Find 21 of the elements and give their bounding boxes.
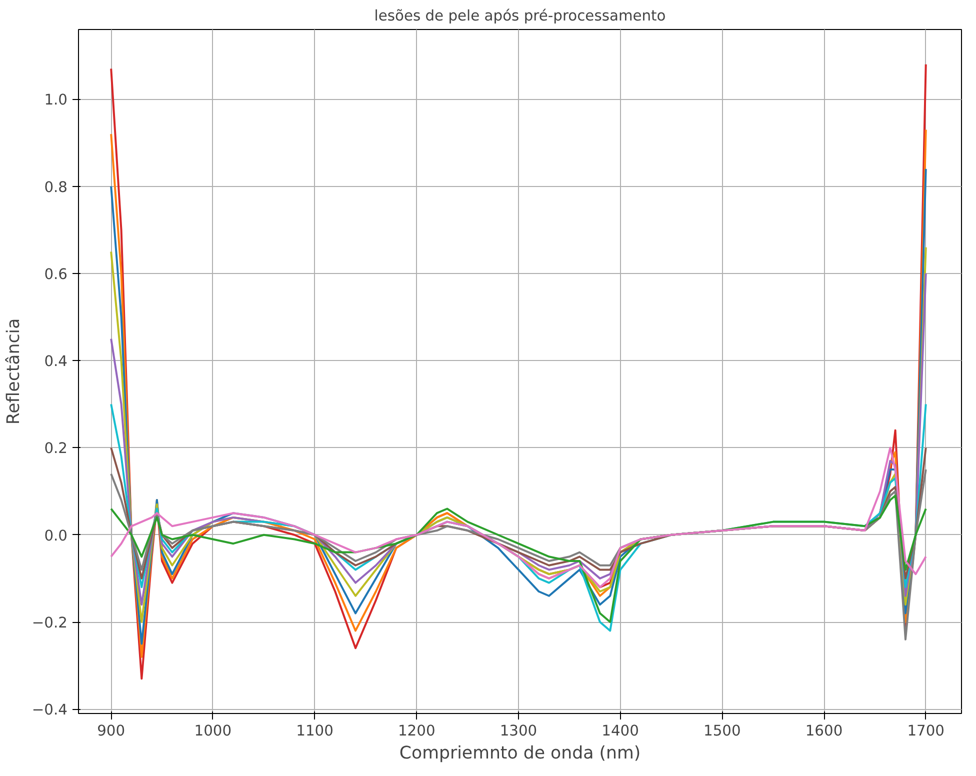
x-tick-label: 1300 — [500, 722, 538, 740]
y-tick-label: 1.0 — [44, 92, 68, 109]
x-tick-label: 900 — [97, 722, 126, 740]
x-tick-label: 1000 — [194, 722, 232, 740]
x-tick-label: 1700 — [907, 722, 945, 740]
y-tick-label: 0.0 — [44, 527, 68, 544]
x-axis-title: Compriemnto de onda (nm) — [399, 744, 641, 764]
y-tick-label: −0.4 — [32, 702, 68, 719]
x-tick-label: 1600 — [805, 722, 843, 740]
y-tick-label: −0.2 — [32, 614, 68, 632]
x-tick-label: 1500 — [704, 722, 741, 740]
y-axis-title: Reflectância — [4, 318, 24, 425]
chart-title: lesões de pele após pré-processamento — [374, 8, 666, 24]
x-tick-label: 1100 — [296, 722, 334, 740]
y-tick-label: 0.2 — [44, 440, 68, 458]
line-series — [110, 494, 927, 624]
y-tick-label: 0.4 — [44, 353, 68, 370]
y-tick-label: 0.8 — [44, 178, 68, 196]
y-tick-label: 0.6 — [44, 266, 68, 283]
x-tick-label: 1200 — [398, 722, 436, 740]
x-tick-label: 1400 — [602, 722, 639, 740]
